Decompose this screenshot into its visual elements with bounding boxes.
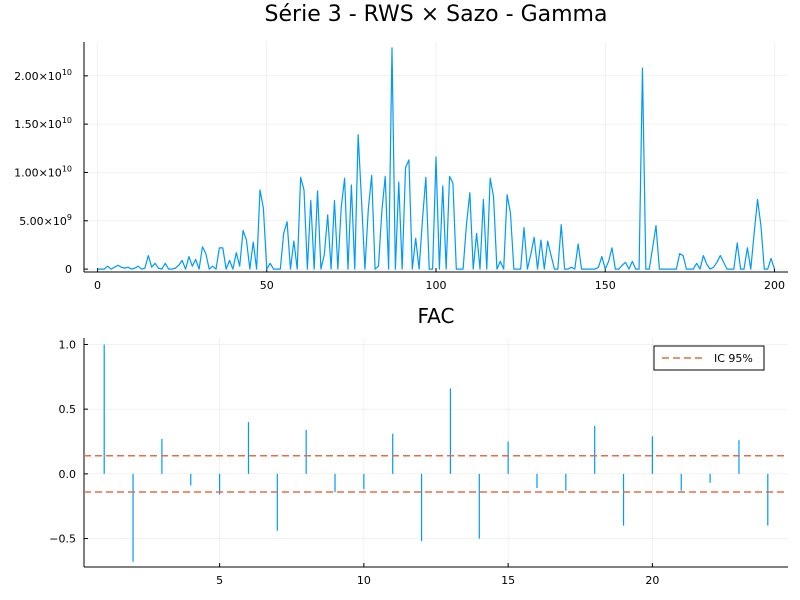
series-x-tick-label: 150 xyxy=(595,279,616,292)
series-x-tick-label: 50 xyxy=(260,279,274,292)
series-y-tick-label: 5.00×109 xyxy=(19,213,72,228)
series-y-tick-label: 1.00×1010 xyxy=(14,164,72,179)
legend: IC 95% xyxy=(653,345,765,371)
acf-title: FAC xyxy=(418,304,455,328)
acf-y-tick-label: 1.0 xyxy=(59,338,77,351)
series-x-tick-label: 200 xyxy=(764,279,785,292)
series-y-tick-label: 0 xyxy=(65,263,72,276)
acf-x-tick-label: 20 xyxy=(645,574,659,587)
series-line xyxy=(97,47,776,270)
series-plot-area: 0 50 100 150 200 0 5.00×109 1.00×1010 1.50×1010 2… xyxy=(14,42,788,292)
acf-y-tick-label: −0.5 xyxy=(49,533,76,546)
acf-x-tick-label: 5 xyxy=(216,574,223,587)
series-y-tick-label: 2.00×1010 xyxy=(14,68,72,83)
series-x-tick-label: 0 xyxy=(94,279,101,292)
series-x-tick-label: 100 xyxy=(426,279,447,292)
acf-y-tick-label: 0.5 xyxy=(59,403,77,416)
acf-plot-area: 5 10 15 20 1.0 0.5 0.0 −0.5 xyxy=(49,338,788,587)
chart-title: Série 3 - RWS × Sazo - Gamma xyxy=(265,2,608,27)
legend-box xyxy=(653,345,765,371)
acf-x-tick-label: 10 xyxy=(357,574,371,587)
acf-x-tick-label: 15 xyxy=(501,574,515,587)
legend-ci-label: IC 95% xyxy=(714,352,753,365)
series-y-tick-label: 1.50×1010 xyxy=(14,116,72,131)
acf-y-tick-label: 0.0 xyxy=(59,468,77,481)
